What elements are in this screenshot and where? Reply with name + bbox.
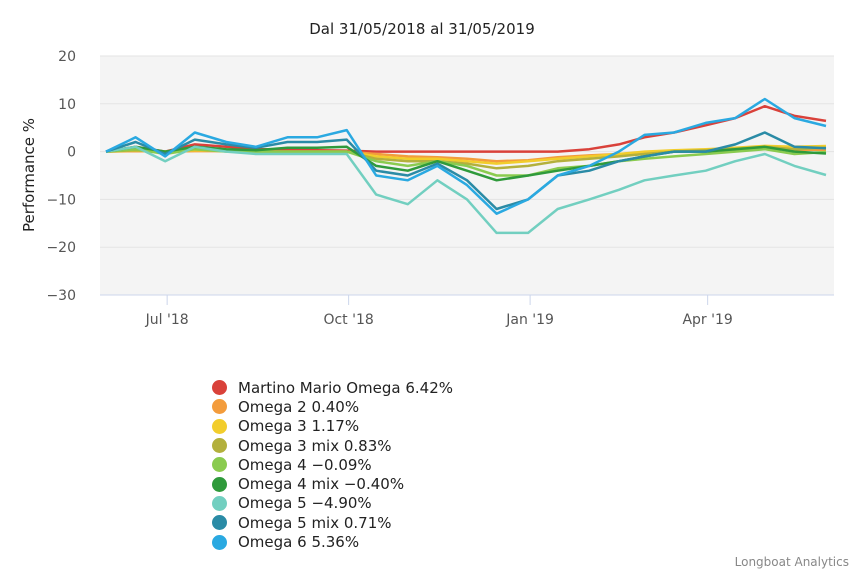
series-line-8[interactable]	[105, 97, 827, 215]
legend: Martino Mario Omega 6.42% Omega 2 0.40% Om…	[212, 378, 453, 552]
y-tick-label: −10	[46, 192, 76, 208]
legend-label: Omega 5 mix 0.71%	[238, 513, 392, 532]
legend-item[interactable]: Omega 4 mix −0.40%	[212, 474, 453, 493]
legend-marker-icon	[212, 476, 227, 492]
legend-label: Omega 2 0.40%	[238, 397, 360, 416]
y-tick-label: −20	[46, 240, 76, 256]
y-axis-label: Performance %	[20, 118, 38, 232]
legend-label: Omega 4 mix −0.40%	[238, 475, 405, 494]
chart-title: Dal 31/05/2018 al 31/05/2019	[309, 20, 534, 38]
legend-label: Omega 3 1.17%	[238, 417, 360, 436]
legend-label: Omega 6 5.36%	[238, 533, 360, 552]
y-tick-label: −30	[46, 288, 76, 304]
legend-label: Martino Mario Omega 6.42%	[238, 378, 453, 397]
legend-item[interactable]: Omega 6 5.36%	[212, 532, 453, 551]
legend-marker-icon	[212, 438, 227, 454]
legend-item[interactable]: Omega 3 mix 0.83%	[212, 436, 453, 455]
legend-label: Omega 4 −0.09%	[238, 455, 372, 474]
x-tick-label: Jul '18	[145, 312, 189, 328]
legend-marker-icon	[212, 495, 227, 511]
series-line-6[interactable]	[105, 145, 827, 235]
x-tick-label: Jan '19	[505, 312, 554, 328]
legend-item[interactable]: Omega 5 mix 0.71%	[212, 513, 453, 532]
legend-item[interactable]: Omega 2 0.40%	[212, 397, 453, 416]
plot-background	[100, 56, 834, 295]
legend-marker-icon	[212, 418, 227, 434]
legend-item[interactable]: Martino Mario Omega 6.42%	[212, 378, 453, 397]
legend-label: Omega 3 mix 0.83%	[238, 436, 392, 455]
series-line-7[interactable]	[105, 131, 827, 211]
legend-marker-icon	[212, 380, 227, 396]
legend-marker-icon	[212, 399, 227, 415]
legend-marker-icon	[212, 534, 227, 550]
legend-marker-icon	[212, 515, 227, 531]
x-tick-label: Apr '19	[682, 312, 732, 328]
legend-label: Omega 5 −4.90%	[238, 494, 372, 513]
y-tick-label: 10	[58, 97, 76, 113]
series-line-0[interactable]	[105, 104, 827, 153]
y-tick-label: 20	[58, 49, 76, 65]
legend-item[interactable]: Omega 3 1.17%	[212, 417, 453, 436]
credit-text[interactable]: Longboat Analytics	[734, 555, 849, 569]
x-tick-label: Oct '18	[323, 312, 373, 328]
legend-item[interactable]: Omega 5 −4.90%	[212, 494, 453, 513]
legend-item[interactable]: Omega 4 −0.09%	[212, 455, 453, 474]
legend-marker-icon	[212, 457, 227, 473]
y-tick-label: 0	[67, 145, 76, 161]
